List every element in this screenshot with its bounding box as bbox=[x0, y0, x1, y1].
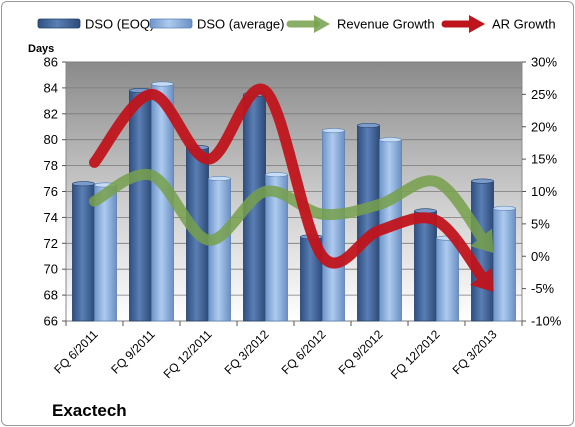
y2-tick-label: 10% bbox=[531, 184, 557, 199]
svg-text:DSO (average): DSO (average) bbox=[197, 17, 284, 32]
y-tick-label: 68 bbox=[44, 288, 58, 303]
x-tick-label: FQ 6/2011 bbox=[51, 327, 101, 377]
bar-dso-eoq bbox=[129, 87, 152, 322]
y-tick-label: 82 bbox=[44, 106, 58, 121]
svg-text:AR Growth: AR Growth bbox=[492, 17, 556, 32]
y2-tick-label: 5% bbox=[531, 216, 550, 231]
x-tick-label: FQ 12/2011 bbox=[161, 327, 215, 381]
chart-title: Exactech bbox=[52, 401, 127, 420]
revenue-growth-line bbox=[89, 168, 494, 254]
bar-dso-average bbox=[322, 128, 345, 322]
y-tick-label: 84 bbox=[44, 80, 58, 95]
x-tick-label: FQ 9/2011 bbox=[108, 327, 158, 377]
y2-tick-label: 0% bbox=[531, 249, 550, 264]
bar-dso-average bbox=[151, 81, 174, 322]
bar-dso-average bbox=[265, 172, 288, 322]
bar-dso-average bbox=[493, 205, 516, 322]
bar-dso-eoq bbox=[414, 208, 437, 322]
svg-text:DSO (EOQ): DSO (EOQ) bbox=[85, 17, 154, 32]
x-tick-label: FQ 3/2012 bbox=[222, 327, 272, 377]
x-tick-label: FQ 6/2012 bbox=[279, 327, 329, 377]
x-tick-label: FQ 9/2012 bbox=[336, 327, 386, 377]
ar-growth-line bbox=[89, 83, 494, 292]
y-tick-label: 74 bbox=[44, 210, 58, 225]
legend-item: Revenue Growth bbox=[286, 15, 435, 33]
y-tick-label: 86 bbox=[44, 55, 58, 70]
y2-tick-label: 30% bbox=[531, 55, 557, 70]
line-series bbox=[89, 83, 494, 292]
y-tick-label: 78 bbox=[44, 158, 58, 173]
y-tick-label: 76 bbox=[44, 184, 58, 199]
y-tick-label: 72 bbox=[44, 236, 58, 251]
y2-tick-label: 20% bbox=[531, 119, 557, 134]
legend: DSO (EOQ) DSO (average) Revenue Growth AR G… bbox=[37, 15, 556, 33]
bar-dso-eoq bbox=[357, 122, 380, 322]
y-axis-label: Days bbox=[28, 43, 54, 55]
legend-item: DSO (EOQ) bbox=[37, 17, 154, 32]
svg-text:Revenue Growth: Revenue Growth bbox=[337, 17, 435, 32]
y-tick-label: 80 bbox=[44, 132, 58, 147]
y2-tick-label: -5% bbox=[531, 281, 555, 296]
y-tick-label: 70 bbox=[44, 262, 58, 277]
legend-item: AR Growth bbox=[441, 15, 556, 33]
bar-dso-average bbox=[208, 176, 231, 322]
y2-tick-label: -10% bbox=[531, 314, 562, 329]
y2-tick-label: 25% bbox=[531, 87, 557, 102]
bar-series bbox=[72, 81, 516, 322]
bar-dso-average bbox=[436, 235, 459, 322]
y-tick-label: 66 bbox=[44, 314, 58, 329]
y2-tick-label: 15% bbox=[531, 152, 557, 167]
x-tick-label: FQ 3/2013 bbox=[450, 327, 500, 377]
x-tick-label: FQ 12/2012 bbox=[388, 327, 443, 382]
legend-item: DSO (average) bbox=[149, 17, 284, 32]
